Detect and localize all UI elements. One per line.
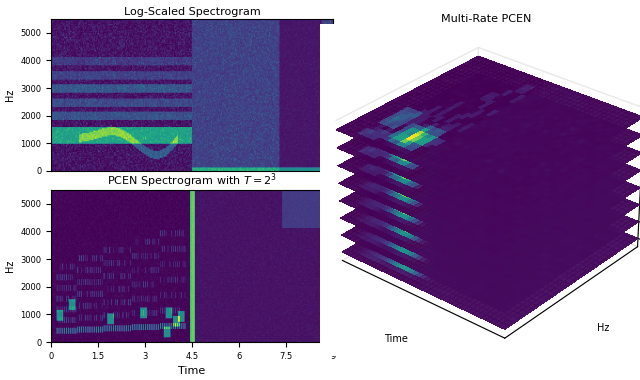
Title: Multi-Rate PCEN: Multi-Rate PCEN bbox=[441, 14, 532, 24]
Title: PCEN Spectrogram with $T = 2^3$: PCEN Spectrogram with $T = 2^3$ bbox=[107, 171, 277, 190]
Y-axis label: Hz: Hz bbox=[4, 89, 15, 101]
X-axis label: Time: Time bbox=[179, 366, 205, 376]
X-axis label: Time: Time bbox=[383, 334, 408, 344]
Y-axis label: Hz: Hz bbox=[597, 323, 610, 333]
Y-axis label: Hz: Hz bbox=[4, 260, 15, 272]
Title: Log-Scaled Spectrogram: Log-Scaled Spectrogram bbox=[124, 7, 260, 17]
